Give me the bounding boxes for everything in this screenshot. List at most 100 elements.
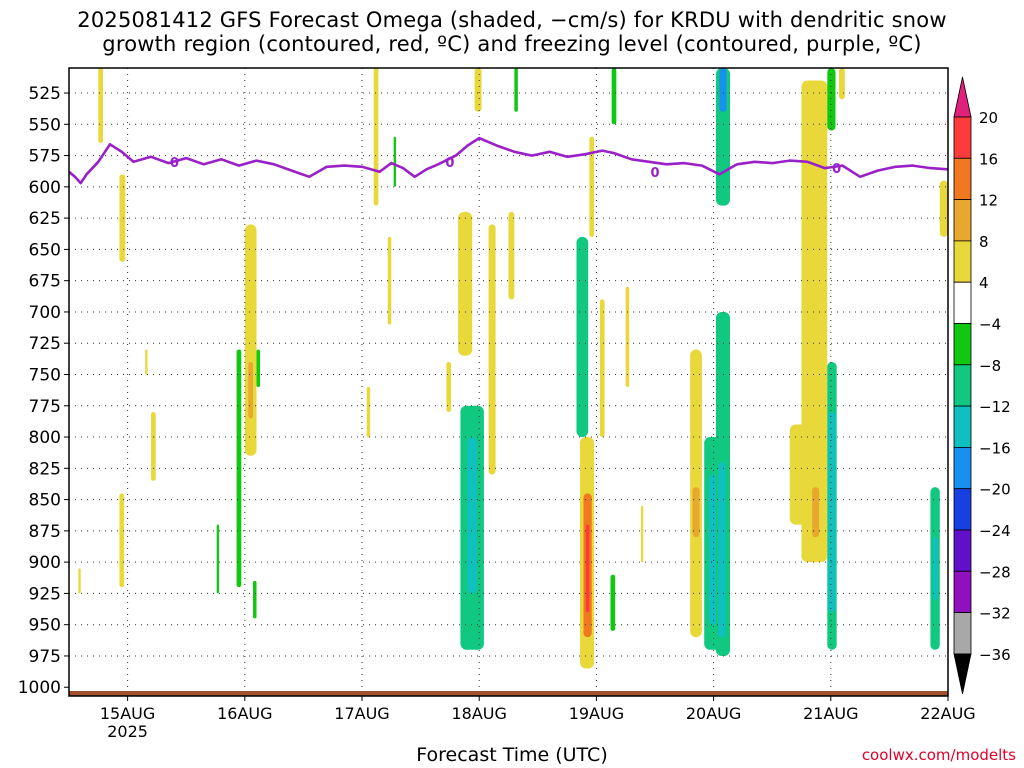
colorbar-label: −32 bbox=[979, 605, 1011, 623]
x-tick-label: 21AUG bbox=[803, 704, 858, 723]
colorbar-label: −28 bbox=[979, 563, 1011, 581]
omega-region bbox=[248, 361, 254, 419]
colorbar-swatch bbox=[953, 281, 972, 324]
colorbar-label: 16 bbox=[979, 150, 998, 168]
omega-region bbox=[718, 462, 726, 638]
omega-region bbox=[119, 174, 126, 262]
y-tick-label: 1000 bbox=[18, 678, 61, 698]
omega-region bbox=[789, 424, 825, 525]
grid-lines bbox=[69, 68, 948, 696]
omega-region bbox=[253, 580, 257, 619]
colorbar-label: −8 bbox=[979, 357, 1001, 375]
omega-region bbox=[508, 211, 515, 300]
omega-region bbox=[151, 412, 156, 481]
x-tick-label: 16AUG bbox=[217, 704, 272, 723]
freezing-level-label: 0 bbox=[170, 156, 179, 171]
omega-region bbox=[373, 68, 379, 206]
y-tick-label: 525 bbox=[29, 84, 61, 104]
plot-frame bbox=[68, 67, 949, 697]
x-tick-label: 15AUG bbox=[100, 704, 155, 723]
omega-region bbox=[256, 349, 261, 388]
omega-region bbox=[446, 361, 452, 413]
x-tick-sublabel: 2025 bbox=[107, 722, 148, 741]
colorbar-swatch bbox=[953, 488, 972, 531]
colorbar: 20 16 12 8 4 −4 −8 −12 −16 −20 −24 −28 −32 −36 bbox=[953, 76, 1011, 694]
colorbar-top-arrow bbox=[953, 76, 972, 118]
omega-region bbox=[393, 136, 396, 187]
omega-region bbox=[474, 68, 482, 112]
y-tick-label: 725 bbox=[29, 334, 61, 354]
y-axis: 525 550 575 600 625 650 675 700 725 750 775 800 825 8… bbox=[18, 84, 69, 698]
omega-region bbox=[216, 524, 220, 594]
colorbar-swatch bbox=[953, 364, 972, 407]
omega-region bbox=[932, 537, 938, 600]
colorbar-swatch bbox=[953, 570, 972, 613]
colorbar-label: −16 bbox=[979, 439, 1011, 457]
omega-region bbox=[145, 349, 148, 375]
omega-region bbox=[625, 286, 630, 388]
freezing-level-line bbox=[69, 136, 948, 185]
colorbar-label: −20 bbox=[979, 481, 1011, 499]
colorbar-swatch bbox=[953, 446, 972, 490]
omega-region bbox=[610, 574, 616, 631]
colorbar-swatch bbox=[953, 612, 972, 655]
ground-level bbox=[69, 690, 948, 696]
freezing-level-contour: 0 0 0 0 bbox=[69, 136, 948, 185]
colorbar-label: −24 bbox=[979, 522, 1011, 540]
x-axis-title: Forecast Time (UTC) bbox=[416, 744, 608, 766]
y-tick-label: 950 bbox=[29, 616, 61, 636]
omega-region bbox=[939, 180, 948, 237]
omega-region bbox=[488, 224, 496, 475]
colorbar-label: −4 bbox=[979, 316, 1001, 334]
y-tick-label: 700 bbox=[29, 303, 61, 323]
y-tick-label: 775 bbox=[29, 397, 61, 417]
omega-region bbox=[514, 68, 518, 112]
y-tick-label: 900 bbox=[29, 553, 61, 573]
y-tick-label: 550 bbox=[29, 115, 61, 135]
omega-region bbox=[244, 224, 257, 456]
ground-band bbox=[69, 690, 948, 696]
omega-region bbox=[611, 68, 617, 125]
y-tick-label: 650 bbox=[29, 240, 61, 260]
y-tick-label: 925 bbox=[29, 584, 61, 604]
omega-region bbox=[812, 487, 820, 538]
freezing-level-label: 0 bbox=[832, 162, 841, 177]
colorbar-label: 8 bbox=[979, 233, 989, 251]
omega-region bbox=[599, 299, 605, 438]
colorbar-label: −36 bbox=[979, 646, 1011, 664]
colorbar-swatch bbox=[953, 323, 972, 366]
y-tick-label: 800 bbox=[29, 428, 61, 448]
y-tick-label: 625 bbox=[29, 209, 61, 229]
omega-shading bbox=[78, 68, 948, 669]
x-tick-label: 22AUG bbox=[920, 704, 975, 723]
omega-region bbox=[236, 349, 242, 588]
y-tick-label: 675 bbox=[29, 272, 61, 292]
y-tick-label: 750 bbox=[29, 365, 61, 385]
omega-region bbox=[828, 412, 836, 613]
y-tick-label: 975 bbox=[29, 647, 61, 667]
colorbar-swatch bbox=[953, 157, 972, 201]
colorbar-swatch bbox=[953, 529, 972, 572]
freezing-level-label: 0 bbox=[650, 166, 659, 181]
omega-region bbox=[98, 68, 103, 144]
y-tick-label: 600 bbox=[29, 178, 61, 198]
omega-region bbox=[467, 437, 477, 594]
omega-region bbox=[78, 568, 81, 594]
omega-region bbox=[366, 387, 371, 438]
colorbar-swatch bbox=[953, 116, 972, 159]
colorbar-label: 4 bbox=[979, 274, 989, 292]
y-tick-label: 875 bbox=[29, 522, 61, 542]
x-tick-label: 20AUG bbox=[686, 704, 741, 723]
credit-text: coolwx.com/modelts bbox=[861, 746, 1016, 764]
freezing-level-label: 0 bbox=[445, 156, 454, 171]
omega-region bbox=[692, 487, 700, 538]
colorbar-swatch bbox=[953, 240, 972, 283]
colorbar-label: −12 bbox=[979, 398, 1011, 416]
colorbar-label: 12 bbox=[979, 192, 998, 210]
chart-title-line-2: growth region (contoured, red, ºC) and f… bbox=[102, 32, 922, 56]
omega-region bbox=[387, 236, 392, 325]
x-tick-label: 18AUG bbox=[451, 704, 506, 723]
omega-region bbox=[640, 505, 644, 563]
